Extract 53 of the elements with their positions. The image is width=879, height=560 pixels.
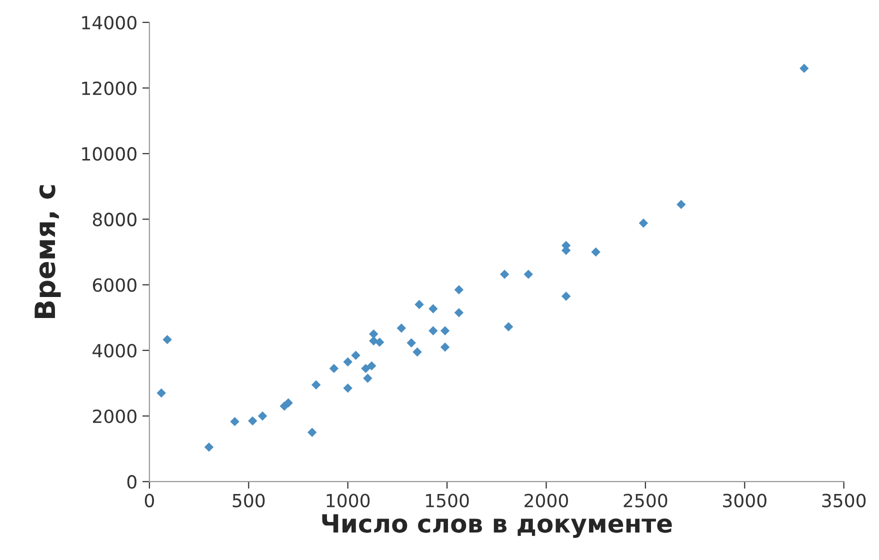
point <box>308 428 317 438</box>
x-tick-label: 2500 <box>624 494 668 508</box>
x-tick-label: 1500 <box>426 494 469 508</box>
point <box>524 270 533 279</box>
point <box>311 380 321 390</box>
point <box>248 416 258 426</box>
point <box>351 350 360 360</box>
point <box>440 342 450 352</box>
point <box>162 334 172 344</box>
point <box>406 338 416 348</box>
point <box>440 326 450 336</box>
y-tick-label: 0 <box>127 475 136 489</box>
point <box>561 292 571 301</box>
x-tick-label: 3000 <box>723 494 766 508</box>
point <box>374 338 384 347</box>
point <box>414 300 424 310</box>
x-axis-title: Число слов в документе <box>322 514 672 538</box>
point <box>343 357 352 366</box>
point <box>361 364 370 374</box>
point <box>504 322 514 332</box>
point <box>156 388 166 398</box>
point <box>454 285 464 294</box>
point <box>230 416 240 426</box>
point <box>428 326 438 336</box>
x-tick-label: 3500 <box>822 494 866 508</box>
point <box>638 218 648 228</box>
point <box>343 384 352 393</box>
x-tick-label: 1000 <box>326 494 370 508</box>
x-tick-label: 500 <box>232 494 265 508</box>
y-tick-label: 14000 <box>82 16 136 30</box>
point <box>204 442 214 452</box>
y-tick-label: 2000 <box>92 409 136 424</box>
y-tick-label: 10000 <box>82 147 136 161</box>
point <box>258 411 268 421</box>
point <box>500 270 510 279</box>
x-tick-label: 2000 <box>524 494 568 508</box>
point <box>428 304 438 314</box>
y-tick-label: 12000 <box>82 81 136 96</box>
y-tick-label: 8000 <box>92 212 136 226</box>
point <box>329 364 339 374</box>
point <box>412 347 422 357</box>
point <box>591 247 600 257</box>
point <box>367 361 376 370</box>
point <box>284 398 293 408</box>
point <box>676 200 686 210</box>
point <box>454 308 464 318</box>
point <box>800 64 809 73</box>
y-tick-label: 4000 <box>92 344 136 358</box>
y-axis-title: Время, с <box>34 185 61 318</box>
x-tick-label: 0 <box>144 494 154 508</box>
y-tick-label: 6000 <box>92 278 136 292</box>
point <box>363 374 372 383</box>
point <box>396 323 406 333</box>
